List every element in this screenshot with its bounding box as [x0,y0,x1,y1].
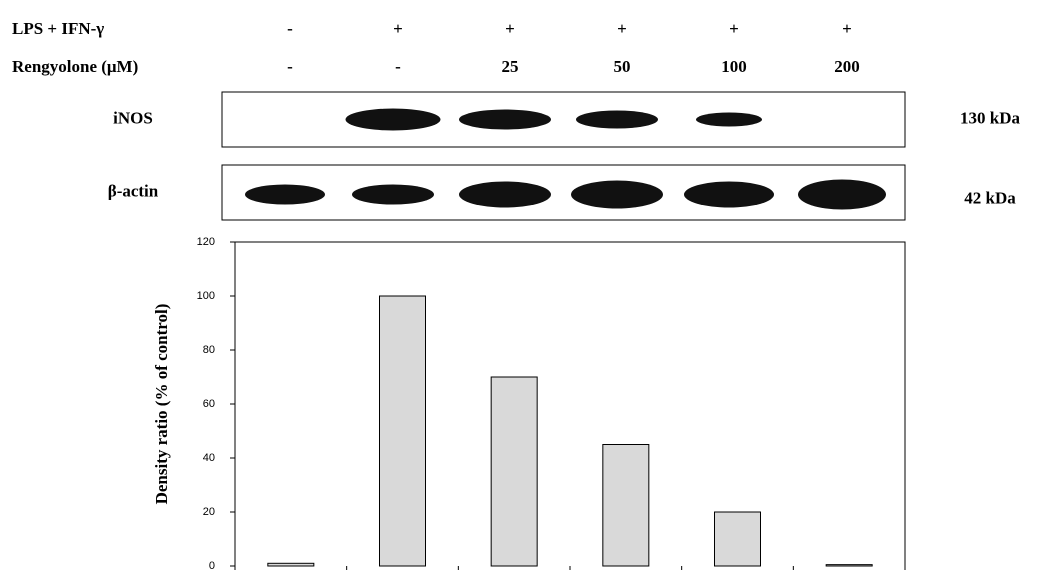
bar [267,562,315,567]
band [459,109,551,130]
y-tick-label: 0 [209,560,215,570]
lane-condition: + [505,19,515,38]
band [352,184,434,205]
lane-condition: + [617,19,627,38]
band [684,181,774,208]
band [571,180,663,209]
lane-condition: 25 [502,57,519,76]
lane-condition: + [393,19,403,38]
y-tick-label: 100 [197,290,215,302]
band [345,108,441,131]
blot-label: β-actin [108,181,159,200]
y-tick-label: 20 [203,506,215,518]
lane-condition: - [287,57,293,76]
bar [379,295,426,567]
y-axis-label: Density ratio (% of control) [152,304,171,505]
bar [825,564,873,567]
band [459,181,551,208]
blot-size: 130 kDa [960,108,1020,127]
bar [714,511,761,567]
y-tick-label: 40 [203,452,215,464]
lane-condition: - [395,57,401,76]
band [576,110,658,129]
band [245,184,325,205]
lane-condition: 100 [721,57,747,76]
blot-size: 42 kDa [964,188,1016,207]
bar [602,444,650,567]
row-label: LPS + IFN-γ [12,19,104,38]
y-tick-label: 120 [197,236,215,248]
blot-frame [221,91,906,148]
lane-condition: - [287,19,293,38]
blot-label: iNOS [113,108,153,127]
y-tick-label: 80 [203,344,215,356]
y-tick-label: 60 [203,398,215,410]
lane-condition: + [729,19,739,38]
plot-frame [234,241,906,570]
row-label: Rengyolone (μM) [12,57,138,76]
lane-condition: + [842,19,852,38]
lane-condition: 200 [834,57,860,76]
band [696,112,762,127]
bar [490,376,538,567]
blot-frame [221,164,906,221]
lane-condition: 50 [614,57,631,76]
band [798,179,886,210]
